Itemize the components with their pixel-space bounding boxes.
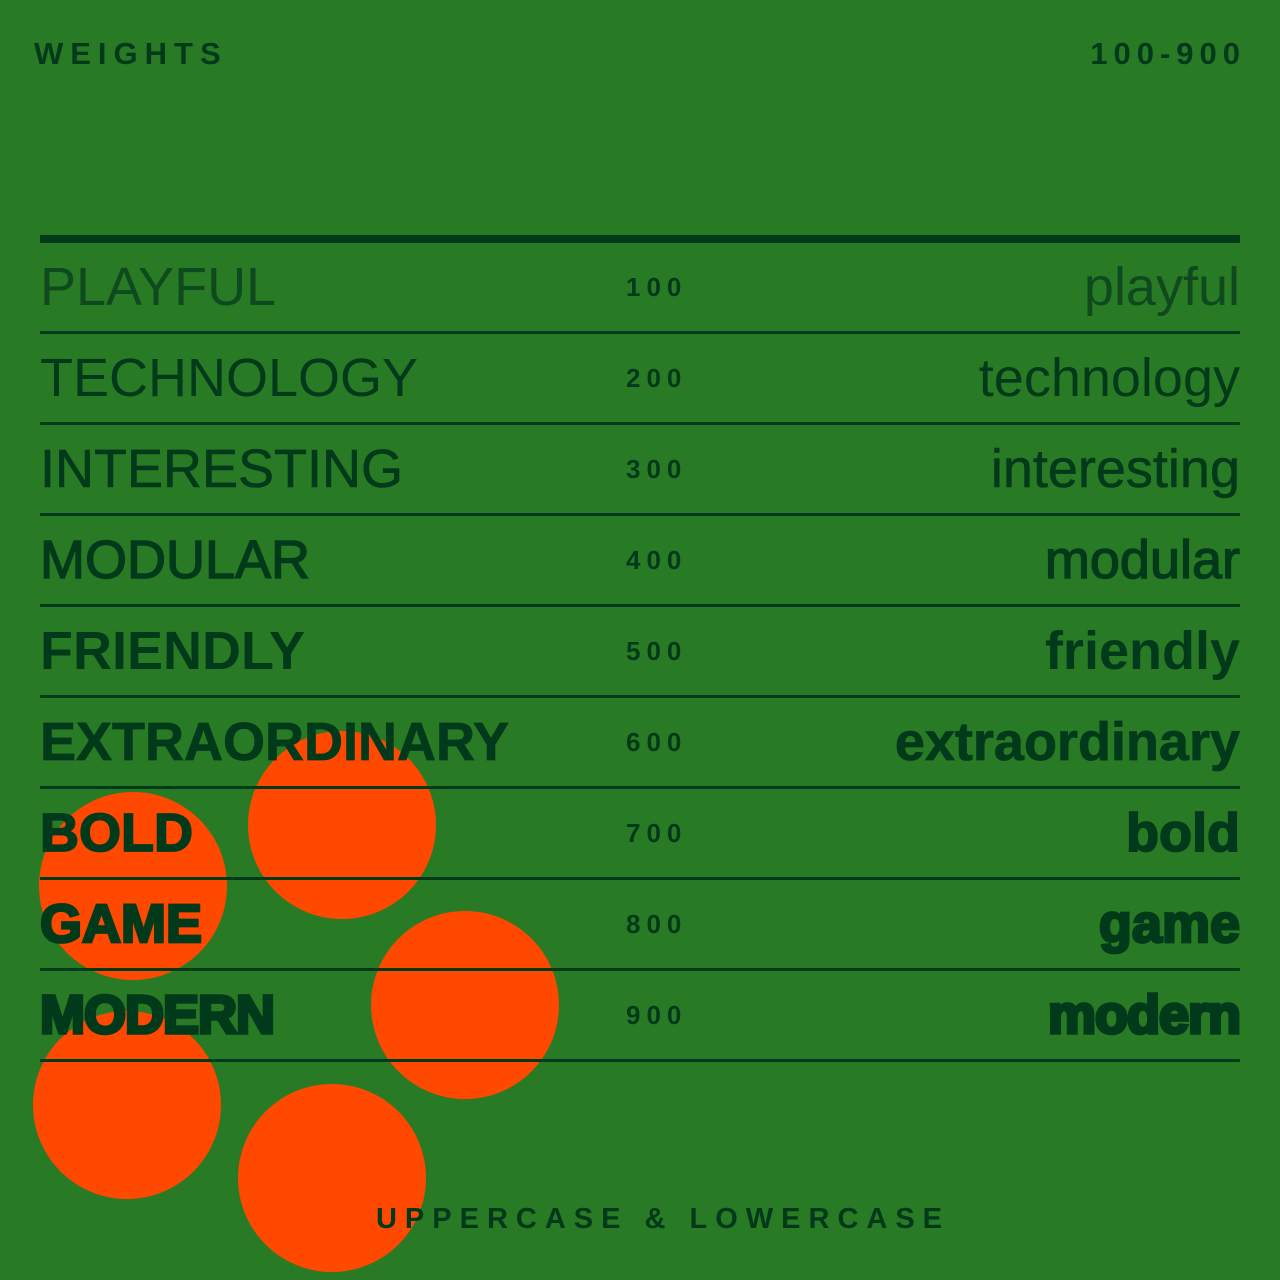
decorative-circle xyxy=(33,1011,221,1199)
weight-value: 600 xyxy=(626,727,688,757)
decorative-circle xyxy=(248,731,436,919)
lowercase-sample: playful xyxy=(1083,257,1240,317)
weight-range: 100-900 xyxy=(1090,36,1246,71)
lowercase-sample: modular xyxy=(1044,529,1240,590)
lowercase-sample: modern xyxy=(1046,983,1243,1047)
uppercase-sample: TECHNOLOGY xyxy=(40,348,419,408)
lowercase-sample: technology xyxy=(978,348,1240,408)
lowercase-sample: extraordinary xyxy=(894,712,1240,773)
uppercase-sample: MODERN xyxy=(38,983,277,1047)
lowercase-sample: friendly xyxy=(1044,621,1240,681)
weight-row: INTERESTING 300 interesting xyxy=(40,425,1240,516)
uppercase-sample: GAME xyxy=(39,893,204,956)
weight-value: 900 xyxy=(626,1000,688,1030)
lowercase-sample: game xyxy=(1098,893,1242,956)
decorative-circle xyxy=(39,792,227,980)
uppercase-sample: FRIENDLY xyxy=(40,621,306,681)
weight-value: 500 xyxy=(626,636,688,666)
uppercase-sample: EXTRAORDINARY xyxy=(40,712,510,773)
weights-table: PLAYFUL 100 playful TECHNOLOGY 200 technology… xyxy=(38,243,1243,1062)
weight-row: EXTRAORDINARY 600 extraordinary xyxy=(40,698,1240,789)
uppercase-sample: BOLD xyxy=(39,802,194,864)
weight-row: PLAYFUL 100 playful xyxy=(40,243,1240,334)
top-rule xyxy=(40,235,1240,243)
decorative-circle xyxy=(238,1084,426,1272)
uppercase-sample: INTERESTING xyxy=(40,439,404,500)
weight-row: BOLD 700 bold xyxy=(39,789,1241,880)
decorative-circle xyxy=(371,911,559,1099)
weight-value: 800 xyxy=(626,909,688,939)
uppercase-sample: PLAYFUL xyxy=(40,257,277,317)
weight-row: MODERN 900 modern xyxy=(38,971,1243,1062)
weight-value: 100 xyxy=(626,272,688,302)
weight-value: 700 xyxy=(626,818,688,848)
uppercase-sample: MODULAR xyxy=(39,529,311,590)
weight-row: FRIENDLY 500 friendly xyxy=(40,607,1240,698)
weight-row: GAME 800 game xyxy=(39,880,1242,971)
weight-row: MODULAR 400 modular xyxy=(39,516,1241,607)
weight-value: 200 xyxy=(626,363,688,393)
lowercase-sample: interesting xyxy=(990,439,1241,500)
footer-caption: UPPERCASE & LOWERCASE xyxy=(375,1203,951,1235)
weight-value: 300 xyxy=(626,454,688,484)
weight-value: 400 xyxy=(626,545,688,575)
header-title: WEIGHTS xyxy=(34,36,228,71)
lowercase-sample: bold xyxy=(1125,802,1241,864)
weight-row: TECHNOLOGY 200 technology xyxy=(40,334,1240,425)
